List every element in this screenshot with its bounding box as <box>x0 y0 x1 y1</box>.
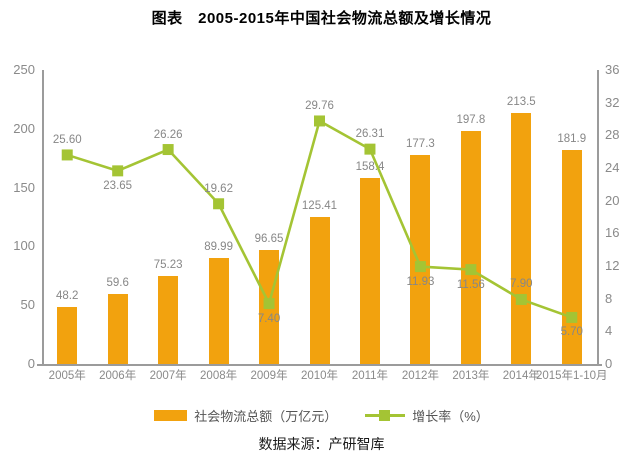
growth-line-marker <box>213 198 225 210</box>
bar <box>561 150 582 364</box>
x-axis-tick-label: 2012年 <box>401 370 439 382</box>
growth-line-chart <box>61 115 578 323</box>
bar-value-label: 75.23 <box>153 258 183 271</box>
line-value-label: 7.40 <box>257 312 281 325</box>
y-axis-right <box>597 70 599 365</box>
y-axis-right-tick-label: 24 <box>605 160 620 175</box>
legend: 社会物流总额（万亿元） 增长率（%） <box>0 406 643 425</box>
source-note: 数据来源：产研智库 <box>258 436 385 452</box>
line-value-label: 23.65 <box>103 179 133 192</box>
x-axis-tick-label: 2015年1-10月 <box>535 370 608 382</box>
line-swatch-icon <box>365 410 406 421</box>
bar-swatch-icon <box>154 410 188 421</box>
line-value-label: 19.62 <box>204 182 233 195</box>
bar-value-label: 125.41 <box>301 199 338 212</box>
line-value-label: 11.56 <box>456 278 485 291</box>
growth-line-marker <box>414 261 426 273</box>
bar-value-label: 96.65 <box>254 233 284 246</box>
y-axis-right-tick-label: 28 <box>605 127 620 143</box>
growth-line-marker <box>364 143 376 155</box>
line-value-label: 26.31 <box>355 128 385 141</box>
y-axis-right-tick-label: 12 <box>605 258 620 273</box>
y-axis-right-tick-label: 36 <box>605 62 620 77</box>
bar-value-label: 59.6 <box>106 276 129 289</box>
x-axis <box>37 364 602 366</box>
bar <box>359 177 380 364</box>
line-value-label: 5.70 <box>560 326 583 339</box>
y-axis-left-tick-label: 250 <box>13 62 35 77</box>
bar <box>107 293 128 364</box>
growth-line-marker <box>263 298 275 310</box>
legend-label-growth: 增长率（%） <box>412 409 489 424</box>
growth-line-marker <box>566 311 578 323</box>
bar-value-label: 213.5 <box>506 95 536 108</box>
x-axis-tick-label: 2005年 <box>48 370 86 382</box>
bar <box>158 275 179 364</box>
bar <box>57 307 78 364</box>
bar <box>460 131 481 364</box>
y-axis-right-tick-label: 0 <box>605 356 613 371</box>
chart-title: 图表 2005-2015年中国社会物流总额及增长情况 <box>151 10 492 27</box>
growth-line-marker <box>61 149 73 161</box>
x-axis-tick-label: 2006年 <box>99 370 137 382</box>
x-axis-tick-label: 2008年 <box>200 370 238 382</box>
y-axis-right-tick-label: 32 <box>605 94 620 110</box>
growth-line-marker <box>465 264 477 276</box>
legend-item-growth: 增长率（%） <box>365 406 489 425</box>
growth-line-marker <box>314 115 325 127</box>
y-axis-left-tick-label: 0 <box>27 356 35 371</box>
y-axis-left-tick-label: 150 <box>13 179 35 195</box>
bar-value-label: 89.99 <box>204 241 233 254</box>
line-value-label: 25.60 <box>52 133 82 146</box>
x-axis-tick-label: 2011年 <box>351 370 389 382</box>
line-marker-icon <box>379 410 391 421</box>
y-axis-right-tick-label: 8 <box>605 290 613 306</box>
y-axis-left <box>42 70 44 365</box>
x-axis-tick-label: 2010年 <box>300 370 339 382</box>
bar-value-label: 177.3 <box>406 138 435 151</box>
y-axis-right-tick-label: 4 <box>605 323 613 339</box>
x-axis-tick-label: 2013年 <box>452 370 490 382</box>
y-axis-left-tick-label: 50 <box>20 297 35 313</box>
line-value-label: 29.76 <box>305 99 334 112</box>
y-axis-right-tick-label: 16 <box>605 225 620 241</box>
bar <box>410 155 431 364</box>
x-axis-tick-label: 2014年 <box>502 370 540 382</box>
bar-value-label: 181.9 <box>557 133 587 146</box>
growth-line-marker <box>515 293 527 305</box>
bar-value-label: 48.2 <box>56 290 79 303</box>
line-value-label: 11.93 <box>406 275 435 288</box>
bar <box>208 258 229 364</box>
bar <box>309 216 330 364</box>
y-axis-left-tick-label: 100 <box>13 238 35 254</box>
growth-line-marker <box>112 165 124 177</box>
legend-item-total: 社会物流总额（万亿元） <box>154 406 337 425</box>
bar-value-label: 197.8 <box>456 114 486 127</box>
y-axis-left-tick-label: 200 <box>13 120 35 136</box>
x-axis-tick-label: 2009年 <box>250 370 288 382</box>
line-value-label: 26.26 <box>153 128 183 141</box>
line-value-label: 7.90 <box>510 278 533 291</box>
x-axis-tick-label: 2007年 <box>149 370 187 382</box>
y-axis-right-tick-label: 20 <box>605 192 620 208</box>
growth-line-marker <box>162 144 174 156</box>
legend-label-total: 社会物流总额（万亿元） <box>194 409 338 424</box>
